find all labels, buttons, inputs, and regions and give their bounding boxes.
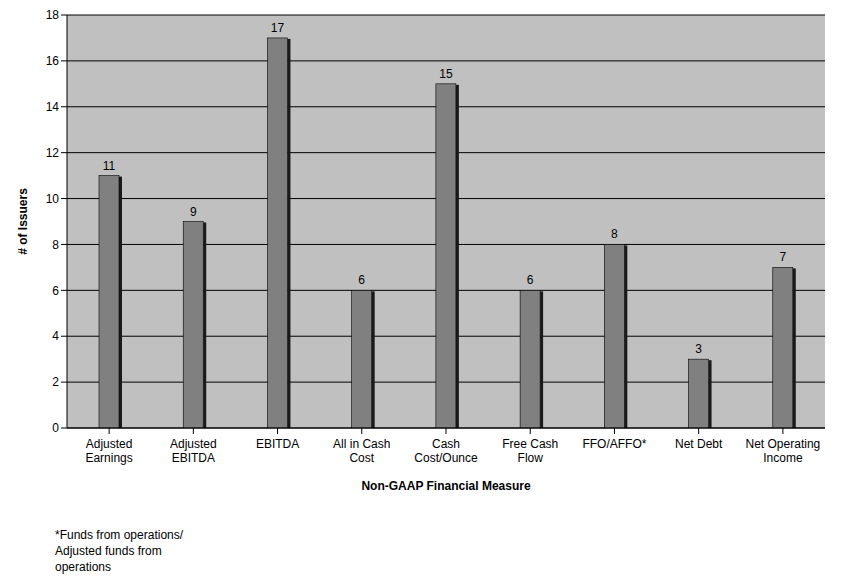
svg-text:7: 7 (779, 250, 786, 264)
svg-text:9: 9 (190, 205, 197, 219)
svg-text:16: 16 (46, 54, 60, 68)
svg-text:FFO/AFFO*: FFO/AFFO* (582, 437, 646, 451)
svg-text:18: 18 (46, 8, 60, 22)
svg-text:6: 6 (52, 284, 59, 298)
svg-text:14: 14 (46, 100, 60, 114)
svg-text:Net Debt: Net Debt (675, 437, 723, 451)
svg-text:6: 6 (358, 273, 365, 287)
html-text:*Funds from operations/ Adjust: *Funds from operations/ Adjusted funds f… (55, 528, 184, 574)
svg-text:All in CashCost: All in CashCost (333, 437, 390, 465)
svg-text:11: 11 (103, 159, 116, 173)
svg-text:# of Issuers: # of Issuers (16, 188, 30, 255)
svg-text:15: 15 (439, 67, 453, 81)
svg-text:Free CashFlow: Free CashFlow (502, 437, 558, 465)
svg-text:8: 8 (611, 227, 618, 241)
svg-text:3: 3 (695, 342, 702, 356)
svg-text:CashCost/Ounce: CashCost/Ounce (414, 437, 478, 465)
svg-text:Non-GAAP Financial Measure: Non-GAAP Financial Measure (361, 479, 530, 493)
svg-text:10: 10 (46, 192, 60, 206)
svg-text:12: 12 (46, 146, 60, 160)
svg-text:0: 0 (52, 421, 59, 435)
svg-text:Net OperatingIncome: Net OperatingIncome (746, 437, 821, 465)
svg-text:EBITDA: EBITDA (256, 437, 299, 451)
svg-text:4: 4 (52, 329, 59, 343)
svg-text:6: 6 (527, 273, 534, 287)
svg-text:8: 8 (52, 238, 59, 252)
svg-text:17: 17 (271, 21, 285, 35)
svg-text:AdjustedEBITDA: AdjustedEBITDA (170, 437, 217, 465)
svg-text:2: 2 (52, 375, 59, 389)
svg-text:AdjustedEarnings: AdjustedEarnings (85, 437, 132, 465)
